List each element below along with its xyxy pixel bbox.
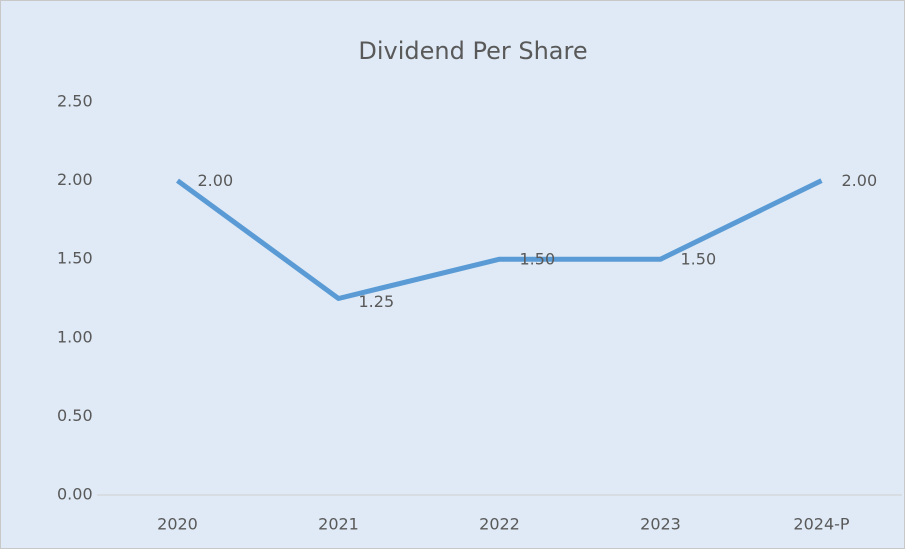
data-label: 1.50	[681, 250, 717, 269]
x-tick-label: 2021	[318, 515, 359, 534]
data-label: 1.25	[359, 292, 395, 311]
y-tick-label: 2.00	[57, 170, 93, 189]
y-tick-label: 0.50	[57, 406, 93, 425]
data-label: 2.00	[198, 171, 234, 190]
x-tick-label: 2022	[479, 515, 520, 534]
data-label: 2.00	[842, 171, 878, 190]
y-tick-label: 0.00	[57, 485, 93, 504]
x-tick-label: 2020	[157, 515, 198, 534]
chart-title: Dividend Per Share	[358, 37, 587, 65]
data-label: 1.50	[520, 250, 556, 269]
y-tick-label: 1.00	[57, 327, 93, 346]
x-tick-label: 2023	[640, 515, 681, 534]
x-tick-label: 2024-P	[793, 515, 849, 534]
y-tick-label: 1.50	[57, 249, 93, 268]
data-line	[176, 178, 823, 301]
y-tick-label: 2.50	[57, 92, 93, 111]
